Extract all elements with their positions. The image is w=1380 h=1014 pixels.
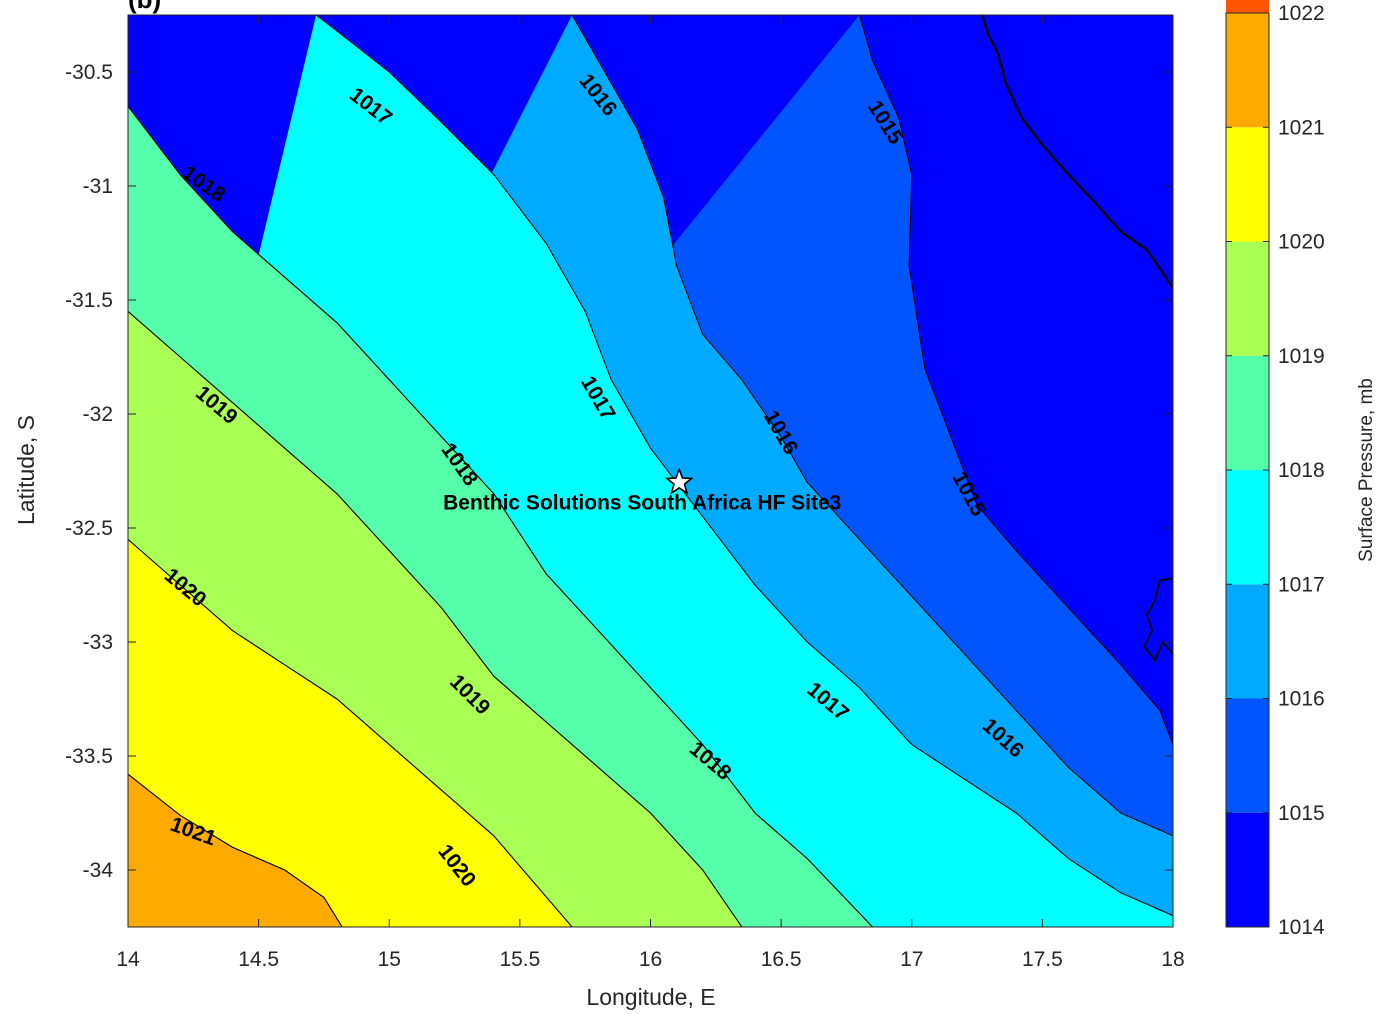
colorbar-tick-label: 1016 xyxy=(1278,688,1325,711)
contour-line-1020 xyxy=(128,538,573,927)
site-star-icon xyxy=(664,467,694,495)
x-tick-label: 14.5 xyxy=(238,948,279,971)
colorbar-swatch xyxy=(1226,0,1269,13)
colorbar-swatch xyxy=(1226,127,1269,242)
colorbar-swatch xyxy=(1226,698,1269,813)
y-tick-label: -31 xyxy=(83,175,113,198)
contour-line-1017 xyxy=(315,15,1173,917)
coastline xyxy=(981,15,1173,290)
colorbar-tick-label: 1017 xyxy=(1278,573,1325,596)
y-tick-label: -32.5 xyxy=(65,517,113,540)
x-tick-label: 16 xyxy=(639,948,662,971)
colorbar-swatch xyxy=(1226,470,1269,585)
contour-fill-1021 xyxy=(128,774,343,927)
colorbar: 1014 1015 1016 1017 1018 1019 1020 1021 1022 xyxy=(1225,0,1325,939)
colorbar-label: Surface Pressure, mb xyxy=(1356,378,1377,562)
x-tick-label: 14 xyxy=(116,948,140,971)
y-tick-label: -34 xyxy=(83,859,114,882)
x-tick-label: 18 xyxy=(1161,948,1184,971)
colorbar-swatch xyxy=(1226,355,1269,470)
x-tick-label: 17 xyxy=(900,948,923,971)
y-tick-label: -33 xyxy=(83,631,113,654)
x-tick-label: 16.5 xyxy=(761,948,802,971)
y-axis-label: Latitude, S xyxy=(13,415,39,525)
y-tick-label: -33.5 xyxy=(65,745,113,768)
x-axis-label: Longitude, E xyxy=(586,984,715,1010)
colorbar-tick-label: 1018 xyxy=(1278,459,1325,482)
x-tick-label: 15.5 xyxy=(499,948,540,971)
colorbar-swatch xyxy=(1226,241,1269,356)
panel-label: (b) xyxy=(128,0,161,14)
x-tick-label: 17.5 xyxy=(1022,948,1063,971)
colorbar-swatch xyxy=(1226,812,1269,927)
colorbar-swatch xyxy=(1226,584,1269,699)
coastline-south xyxy=(1143,577,1173,662)
colorbar-tick-label: 1022 xyxy=(1278,2,1325,25)
contour-line-1021 xyxy=(128,773,343,927)
contour-line-1018 xyxy=(128,105,873,927)
y-tick-label: -31.5 xyxy=(65,289,113,312)
contour-line-1019 xyxy=(128,310,743,927)
y-axis: -30.5 -31 -31.5 -32 -32.5 -33 -33.5 -34 xyxy=(65,61,1173,882)
colorbar-tick-label: 1019 xyxy=(1278,345,1325,368)
colorbar-tick-label: 1021 xyxy=(1278,116,1325,139)
colorbar-tick-label: 1015 xyxy=(1278,802,1325,825)
colorbar-swatch xyxy=(1226,13,1269,128)
contour-fill-1020 xyxy=(128,539,573,927)
y-tick-label: -32 xyxy=(83,403,113,426)
colorbar-tick-label: 1014 xyxy=(1278,916,1325,939)
contour-line-1016 xyxy=(571,15,1173,837)
x-tick-label: 15 xyxy=(378,948,401,971)
site-label: Benthic Solutions South Africa HF Site3 xyxy=(443,491,841,514)
x-axis: 14 14.5 15 15.5 16 16.5 17 17.5 18 xyxy=(116,15,1185,971)
colorbar-tick-label: 1020 xyxy=(1278,231,1325,254)
y-tick-label: -30.5 xyxy=(65,61,113,84)
contour-line-1015 xyxy=(858,15,1173,745)
